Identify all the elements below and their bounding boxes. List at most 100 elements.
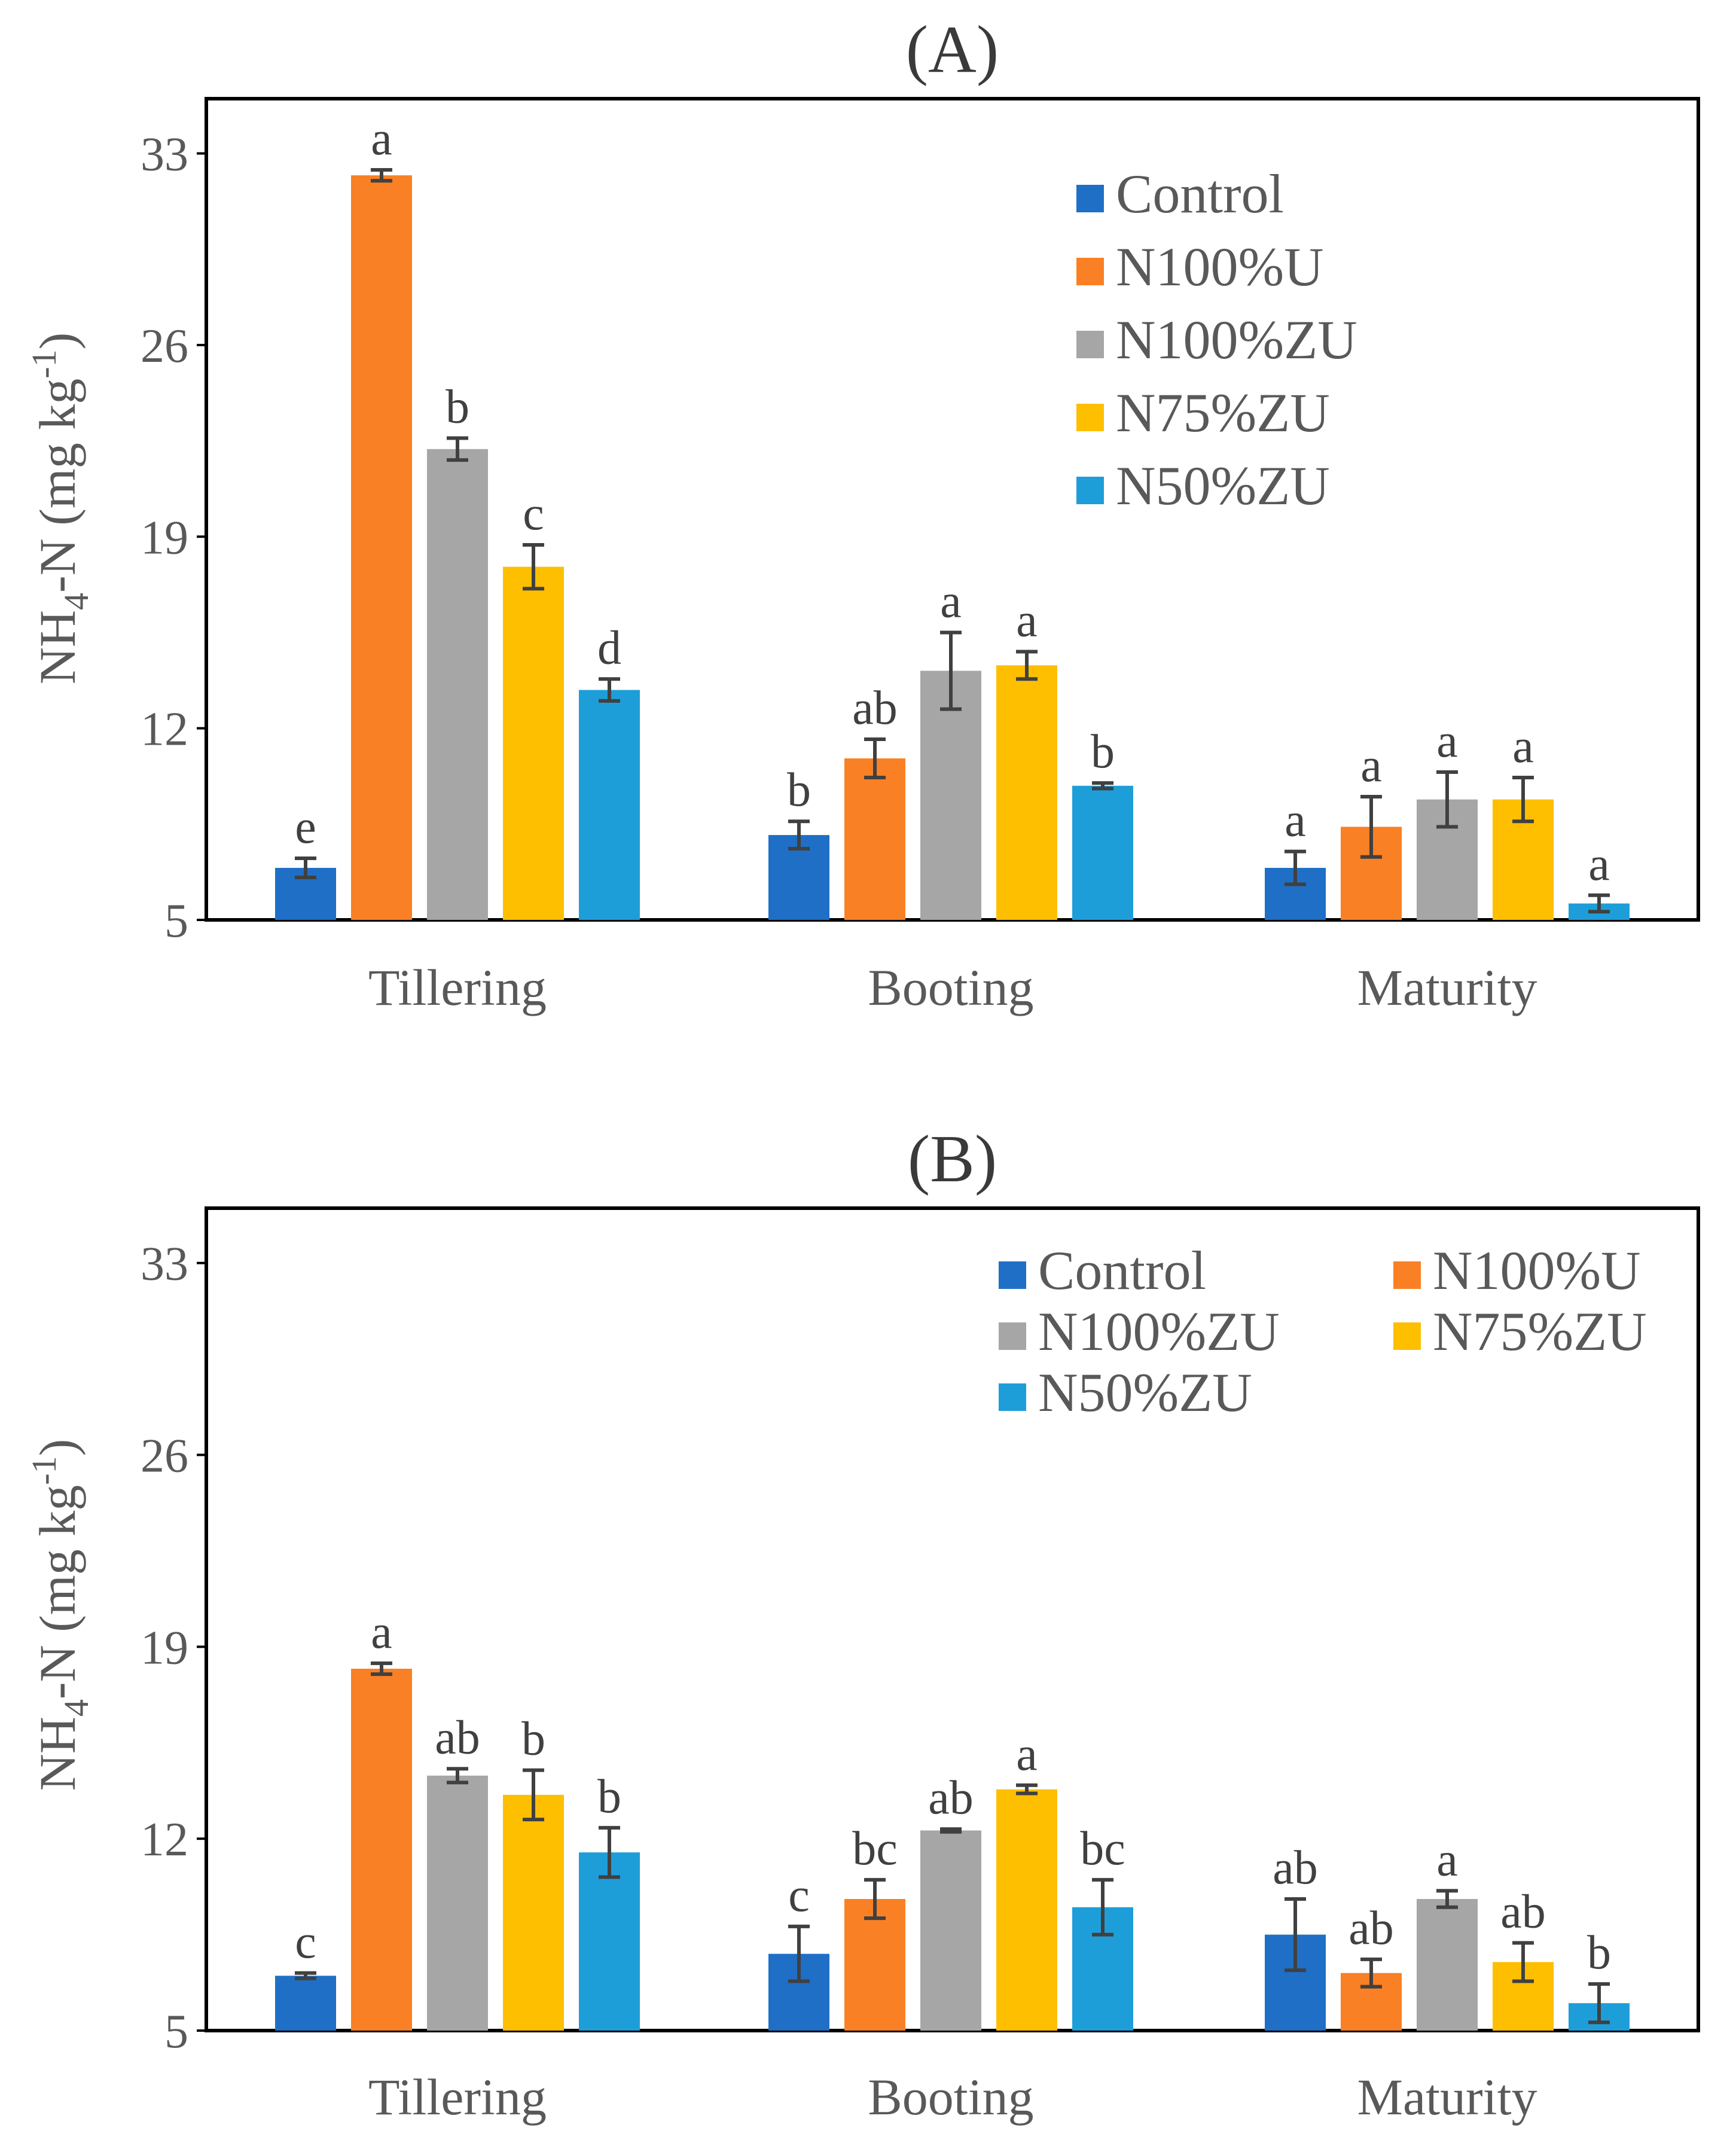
y-tick-label: 12 [141,703,188,756]
y-tick-label: 33 [141,129,188,181]
significance-label: b [1091,726,1115,778]
bar [1417,1899,1478,2031]
significance-label: a [1588,838,1610,891]
significance-label: b [1587,1927,1611,1979]
y-tick-label: 26 [141,320,188,373]
significance-label: ab [928,1772,974,1824]
bar [579,690,640,920]
legend-label: N75%ZU [1116,382,1330,443]
y-axis-label-sub: 4 [57,593,96,610]
significance-label: a [1016,594,1038,647]
y-tick-label: 12 [141,1813,188,1866]
panel-a: (A) 5 12 19 26 33 NH4-N (mg kg-1) Tillering Boot… [25,13,1700,1016]
y-tick-label: 19 [141,511,188,564]
significance-label: a [1436,715,1458,767]
bar [920,1830,981,2031]
significance-label: bc [852,1822,898,1875]
y-axis-label-mid: -N (mg kg [29,379,86,593]
y-axis-label-sup: -1 [25,349,63,378]
legend: Control N100%U N100%ZU N75%ZU N50%ZU [999,1240,1647,1423]
significance-label: ab [435,1711,480,1764]
bar [996,665,1057,920]
significance-label: ab [852,682,898,734]
significance-label: d [597,621,621,674]
bar [503,1794,564,2031]
significance-label: ab [1500,1885,1546,1938]
legend-swatch [1076,331,1104,358]
significance-label: a [371,112,392,165]
significance-label: b [446,381,469,434]
significance-label: c [788,1869,810,1922]
y-axis-label-main: NH [29,610,86,684]
y-axis-label-end: ) [29,333,86,350]
legend-label: N50%ZU [1116,455,1330,516]
legend-swatch [1076,185,1104,212]
legend-label: Control [1116,163,1284,224]
legend-label: N50%ZU [1038,1362,1252,1423]
bar [1072,785,1133,920]
legend-label: N100%U [1116,236,1324,297]
legend-swatch [1076,258,1104,285]
significance-label: a [1360,739,1382,792]
legend-label: N100%U [1433,1240,1641,1301]
legend-swatch [1076,477,1104,504]
bar [351,175,412,920]
significance-label: b [597,1770,621,1823]
y-axis-label-main: NH [29,1717,86,1791]
significance-label: a [371,1606,392,1659]
bar [503,566,564,920]
significance-label: ab [1273,1842,1318,1894]
x-category-label: Booting [868,2068,1033,2126]
legend-swatch [1393,1322,1421,1350]
significance-label: a [1016,1728,1038,1781]
y-tick-label: 33 [141,1238,188,1291]
legend: Control N100%U N100%ZU N75%ZU N50%ZU [1076,163,1357,516]
legend-swatch [1076,404,1104,431]
significance-label: e [295,801,316,854]
legend-label: Control [1038,1240,1206,1301]
legend-label: N100%ZU [1116,309,1357,370]
y-axis-label-sup: -1 [25,1456,63,1485]
x-category-label: Maturity [1357,959,1537,1016]
bar [427,449,488,920]
y-tick-label: 26 [141,1430,188,1483]
y-axis-label: NH4-N (mg kg-1) [25,1439,96,1791]
bar [351,1669,412,2031]
y-axis-label-mid: -N (mg kg [29,1485,86,1699]
significance-label: b [521,1713,545,1766]
panel-b: (B) 5 12 19 26 33 NH4-N (mg kg-1) Tillering Boot… [25,1122,1700,2126]
significance-label: a [1285,794,1306,847]
legend-swatch [999,1261,1026,1289]
y-axis-label-end: ) [29,1439,86,1456]
legend-swatch [999,1322,1026,1350]
significance-label: a [940,575,962,627]
bar [579,1852,640,2031]
bar [844,1899,905,2031]
chart-title: (A) [906,13,999,87]
x-category-label: Tillering [368,2068,547,2126]
bar [427,1775,488,2031]
legend-label: N100%ZU [1038,1301,1280,1362]
x-category-label: Maturity [1357,2068,1537,2126]
significance-label: a [1512,720,1534,773]
significance-label: c [523,487,544,540]
y-tick-label: 5 [164,895,188,947]
y-tick-label: 5 [164,2005,188,2058]
x-category-label: Booting [868,959,1033,1016]
significance-label: c [295,1916,316,1968]
chart-title: (B) [908,1122,997,1196]
significance-label: bc [1080,1822,1125,1875]
legend-swatch [1393,1261,1421,1289]
x-category-label: Tillering [368,959,547,1016]
bar [920,670,981,920]
legend-swatch [999,1383,1026,1411]
y-tick-label: 19 [141,1621,188,1674]
bar [275,1976,336,2031]
bar [996,1789,1057,2031]
y-axis-label: NH4-N (mg kg-1) [25,333,96,684]
significance-label: ab [1348,1902,1394,1955]
significance-label: b [787,764,811,816]
significance-label: a [1436,1833,1458,1886]
bar [844,758,905,920]
